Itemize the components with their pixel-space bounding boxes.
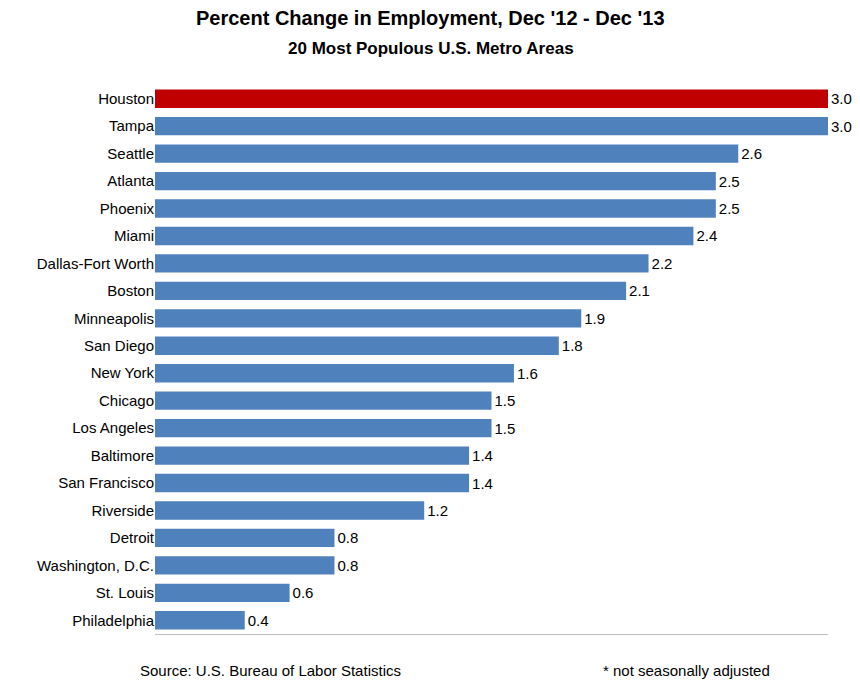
svg-text:Miami: Miami [114,227,154,244]
svg-text:0.4: 0.4 [248,612,269,629]
svg-text:Washington, D.C.: Washington, D.C. [37,557,154,574]
svg-text:1.6: 1.6 [517,365,538,382]
svg-text:Atlanta: Atlanta [107,172,154,189]
svg-text:Dallas-Fort Worth: Dallas-Fort Worth [37,255,154,272]
svg-text:* not seasonally adjusted: * not seasonally adjusted [603,662,770,679]
svg-text:1.5: 1.5 [495,392,516,409]
svg-text:2.5: 2.5 [719,173,740,190]
svg-text:2.6: 2.6 [741,145,762,162]
svg-text:Phoenix: Phoenix [100,200,155,217]
svg-text:New York: New York [91,364,155,381]
svg-text:Los Angeles: Los Angeles [72,419,154,436]
svg-text:2.1: 2.1 [629,282,650,299]
svg-text:1.5: 1.5 [495,420,516,437]
svg-text:Seattle: Seattle [107,145,154,162]
svg-text:San Diego: San Diego [84,337,154,354]
svg-text:20 Most Populous U.S. Metro Ar: 20 Most Populous U.S. Metro Areas [288,39,574,58]
svg-text:Boston: Boston [107,282,154,299]
svg-text:2.4: 2.4 [696,227,717,244]
svg-text:1.2: 1.2 [427,502,448,519]
svg-text:Baltimore: Baltimore [91,447,154,464]
svg-text:2.2: 2.2 [652,255,673,272]
svg-text:0.8: 0.8 [337,557,358,574]
svg-text:0.6: 0.6 [293,584,314,601]
svg-text:San Francisco: San Francisco [58,474,154,491]
svg-text:Riverside: Riverside [91,502,154,519]
svg-text:St. Louis: St. Louis [96,584,154,601]
svg-text:2.5: 2.5 [719,200,740,217]
svg-text:Detroit: Detroit [110,529,155,546]
svg-text:Houston: Houston [98,90,154,107]
svg-text:Chicago: Chicago [99,392,154,409]
svg-text:Tampa: Tampa [109,117,155,134]
svg-text:Philadelphia: Philadelphia [72,612,154,629]
svg-text:1.9: 1.9 [584,310,605,327]
svg-text:1.4: 1.4 [472,447,493,464]
svg-text:1.8: 1.8 [562,337,583,354]
svg-text:Minneapolis: Minneapolis [74,310,154,327]
svg-text:1.4: 1.4 [472,475,493,492]
svg-text:3.0: 3.0 [831,118,852,135]
svg-text:Percent Change in Employment,: Percent Change in Employment, Dec '12 - … [196,7,665,29]
svg-text:3.0: 3.0 [831,90,852,107]
svg-text:0.8: 0.8 [337,529,358,546]
svg-text:Source: U.S. Bureau of Labor S: Source: U.S. Bureau of Labor Statistics [140,662,401,679]
